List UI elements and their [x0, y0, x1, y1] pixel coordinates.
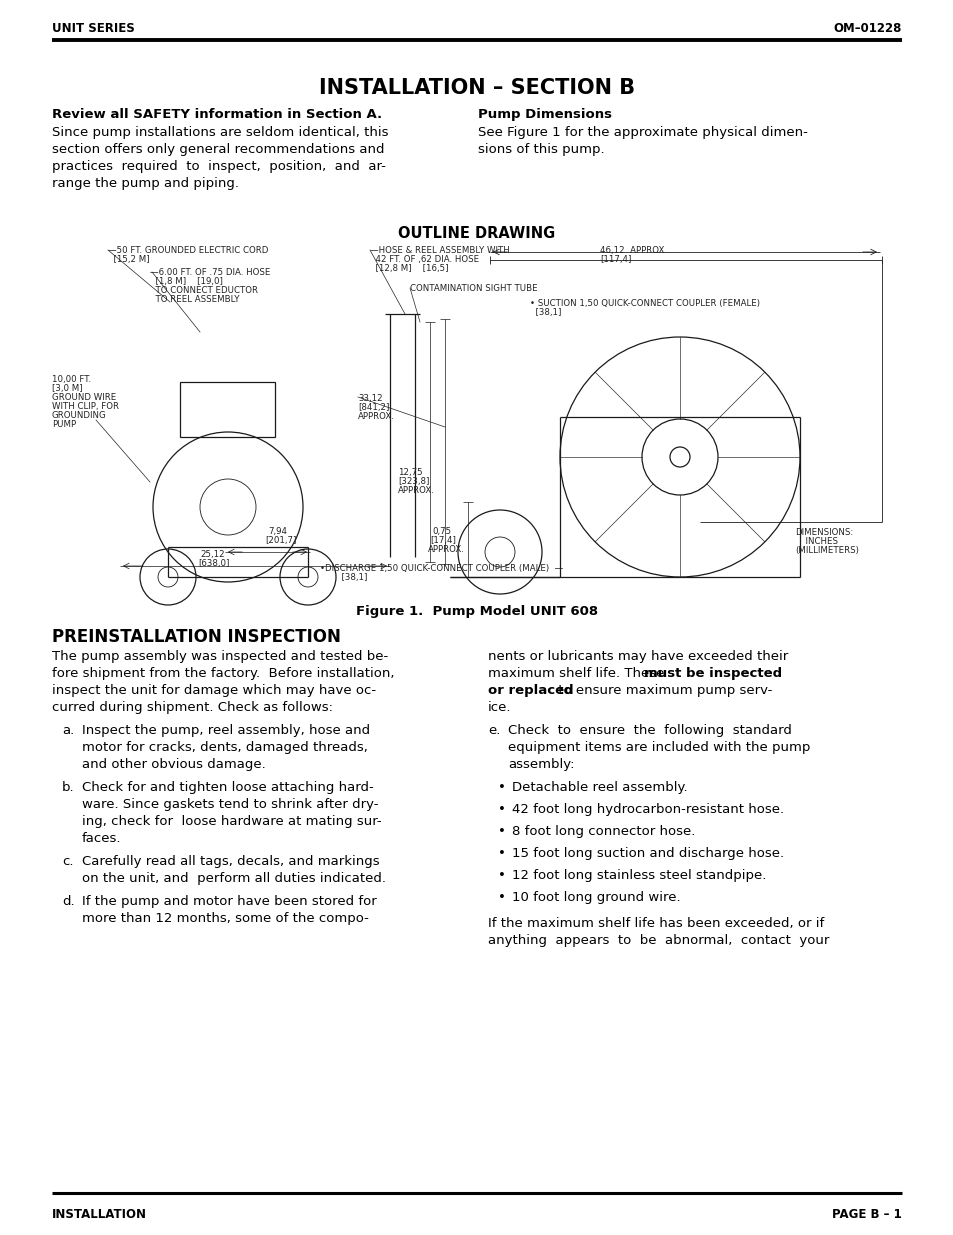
Text: to ensure maximum pump serv-: to ensure maximum pump serv-: [554, 684, 772, 697]
Text: [1,8 M]    [19,0]: [1,8 M] [19,0]: [150, 277, 223, 287]
Text: INSTALLATION: INSTALLATION: [52, 1208, 147, 1221]
Text: PREINSTALLATION INSPECTION: PREINSTALLATION INSPECTION: [52, 629, 340, 646]
Text: or replaced: or replaced: [488, 684, 573, 697]
Text: [38,1]: [38,1]: [335, 573, 367, 582]
Text: •: •: [497, 781, 505, 794]
Text: [38,1]: [38,1]: [530, 308, 560, 317]
Text: ing, check for  loose hardware at mating sur-: ing, check for loose hardware at mating …: [82, 815, 381, 827]
Text: See Figure 1 for the approximate physical dimen-: See Figure 1 for the approximate physica…: [477, 126, 807, 140]
Text: The pump assembly was inspected and tested be-: The pump assembly was inspected and test…: [52, 650, 388, 663]
Text: Review all SAFETY information in Section A.: Review all SAFETY information in Section…: [52, 107, 382, 121]
Text: Figure 1.  Pump Model UNIT 608: Figure 1. Pump Model UNIT 608: [355, 605, 598, 618]
Text: PUMP: PUMP: [52, 420, 76, 429]
Text: Carefully read all tags, decals, and markings: Carefully read all tags, decals, and mar…: [82, 855, 379, 868]
Text: 0,75: 0,75: [432, 527, 451, 536]
Text: [201,7]: [201,7]: [265, 536, 296, 545]
Text: fore shipment from the factory.  Before installation,: fore shipment from the factory. Before i…: [52, 667, 395, 680]
Text: Check  to  ensure  the  following  standard: Check to ensure the following standard: [507, 724, 791, 737]
Text: d.: d.: [62, 895, 74, 908]
Text: 7,94: 7,94: [268, 527, 287, 536]
Text: curred during shipment. Check as follows:: curred during shipment. Check as follows…: [52, 701, 333, 714]
Text: If the maximum shelf life has been exceeded, or if: If the maximum shelf life has been excee…: [488, 918, 823, 930]
Text: WITH CLIP, FOR: WITH CLIP, FOR: [52, 403, 119, 411]
Text: INSTALLATION – SECTION B: INSTALLATION – SECTION B: [318, 78, 635, 98]
Text: section offers only general recommendations and: section offers only general recommendati…: [52, 143, 384, 156]
Text: PAGE B – 1: PAGE B – 1: [831, 1208, 901, 1221]
Text: on the unit, and  perform all duties indicated.: on the unit, and perform all duties indi…: [82, 872, 386, 885]
Text: —HOSE & REEL ASSEMBLY WITH: —HOSE & REEL ASSEMBLY WITH: [370, 246, 509, 254]
Text: •DISCHARGE 1,50 QUICK-CONNECT COUPLER (MALE)  —: •DISCHARGE 1,50 QUICK-CONNECT COUPLER (M…: [319, 564, 562, 573]
Text: and other obvious damage.: and other obvious damage.: [82, 758, 266, 771]
Text: •: •: [497, 869, 505, 882]
Text: • SUCTION 1,50 QUICK-CONNECT COUPLER (FEMALE): • SUCTION 1,50 QUICK-CONNECT COUPLER (FE…: [530, 299, 760, 308]
Text: INCHES: INCHES: [800, 537, 837, 546]
Text: TO REEL ASSEMBLY: TO REEL ASSEMBLY: [150, 295, 239, 304]
Text: [841,2]: [841,2]: [357, 403, 389, 412]
Text: 15 foot long suction and discharge hose.: 15 foot long suction and discharge hose.: [512, 847, 783, 860]
Text: nents or lubricants may have exceeded their: nents or lubricants may have exceeded th…: [488, 650, 787, 663]
Text: maximum shelf life. These: maximum shelf life. These: [488, 667, 668, 680]
Text: DIMENSIONS:: DIMENSIONS:: [794, 529, 852, 537]
Text: OM–01228: OM–01228: [833, 22, 901, 35]
Text: (MILLIMETERS): (MILLIMETERS): [794, 546, 858, 555]
Text: Detachable reel assembly.: Detachable reel assembly.: [512, 781, 687, 794]
Text: [15,2 M]: [15,2 M]: [108, 254, 150, 264]
Text: UNIT SERIES: UNIT SERIES: [52, 22, 134, 35]
Text: 42 FT. OF ,62 DIA. HOSE: 42 FT. OF ,62 DIA. HOSE: [370, 254, 478, 264]
Text: [638,0]: [638,0]: [198, 559, 229, 568]
Text: e.: e.: [488, 724, 500, 737]
Text: 12,75: 12,75: [397, 468, 422, 477]
Text: If the pump and motor have been stored for: If the pump and motor have been stored f…: [82, 895, 376, 908]
Text: anything  appears  to  be  abnormal,  contact  your: anything appears to be abnormal, contact…: [488, 934, 828, 947]
Text: motor for cracks, dents, damaged threads,: motor for cracks, dents, damaged threads…: [82, 741, 368, 755]
Text: APPROX.: APPROX.: [397, 487, 435, 495]
Text: inspect the unit for damage which may have oc-: inspect the unit for damage which may ha…: [52, 684, 375, 697]
Text: [117,4]: [117,4]: [599, 254, 631, 264]
Text: GROUNDING: GROUNDING: [52, 411, 107, 420]
Text: TO CONNECT EDUCTOR: TO CONNECT EDUCTOR: [150, 287, 257, 295]
Text: assembly:: assembly:: [507, 758, 574, 771]
Text: range the pump and piping.: range the pump and piping.: [52, 177, 239, 190]
Text: •: •: [497, 803, 505, 816]
Text: practices  required  to  inspect,  position,  and  ar-: practices required to inspect, position,…: [52, 161, 385, 173]
Text: must be inspected: must be inspected: [643, 667, 781, 680]
Text: 12 foot long stainless steel standpipe.: 12 foot long stainless steel standpipe.: [512, 869, 765, 882]
Text: 33,12: 33,12: [357, 394, 382, 403]
Bar: [180, 382, 274, 437]
Text: Check for and tighten loose attaching hard-: Check for and tighten loose attaching ha…: [82, 781, 374, 794]
Text: APPROX.: APPROX.: [357, 412, 395, 421]
Text: Pump Dimensions: Pump Dimensions: [477, 107, 612, 121]
Text: —50 FT. GROUNDED ELECTRIC CORD: —50 FT. GROUNDED ELECTRIC CORD: [108, 246, 268, 254]
Text: Inspect the pump, reel assembly, hose and: Inspect the pump, reel assembly, hose an…: [82, 724, 370, 737]
Text: GROUND WIRE: GROUND WIRE: [52, 393, 116, 403]
Text: equipment items are included with the pump: equipment items are included with the pu…: [507, 741, 809, 755]
Text: b.: b.: [62, 781, 74, 794]
Text: OUTLINE DRAWING: OUTLINE DRAWING: [398, 226, 555, 241]
Text: [17,4]: [17,4]: [430, 536, 456, 545]
Text: c.: c.: [62, 855, 73, 868]
Text: •: •: [497, 825, 505, 839]
Text: ware. Since gaskets tend to shrink after dry-: ware. Since gaskets tend to shrink after…: [82, 798, 378, 811]
Text: •: •: [497, 847, 505, 860]
Text: APPROX.: APPROX.: [428, 545, 464, 555]
Text: 42 foot long hydrocarbon-resistant hose.: 42 foot long hydrocarbon-resistant hose.: [512, 803, 783, 816]
Text: 10 foot long ground wire.: 10 foot long ground wire.: [512, 890, 679, 904]
Text: —6.00 FT. OF .75 DIA. HOSE: —6.00 FT. OF .75 DIA. HOSE: [150, 268, 270, 277]
Text: [3,0 M]: [3,0 M]: [52, 384, 83, 393]
Text: [12,8 M]    [16,5]: [12,8 M] [16,5]: [370, 264, 448, 273]
Text: 10,00 FT.: 10,00 FT.: [52, 375, 91, 384]
Text: more than 12 months, some of the compo-: more than 12 months, some of the compo-: [82, 911, 369, 925]
Text: 25,12: 25,12: [200, 550, 224, 559]
Text: 8 foot long connector hose.: 8 foot long connector hose.: [512, 825, 695, 839]
Text: ice.: ice.: [488, 701, 511, 714]
Text: Since pump installations are seldom identical, this: Since pump installations are seldom iden…: [52, 126, 388, 140]
Text: •: •: [497, 890, 505, 904]
Text: 46,12  APPROX.: 46,12 APPROX.: [599, 246, 666, 254]
Text: faces.: faces.: [82, 832, 121, 845]
Text: [323,8]: [323,8]: [397, 477, 429, 487]
Text: sions of this pump.: sions of this pump.: [477, 143, 604, 156]
Text: a.: a.: [62, 724, 74, 737]
Text: CONTAMINATION SIGHT TUBE: CONTAMINATION SIGHT TUBE: [410, 284, 537, 293]
